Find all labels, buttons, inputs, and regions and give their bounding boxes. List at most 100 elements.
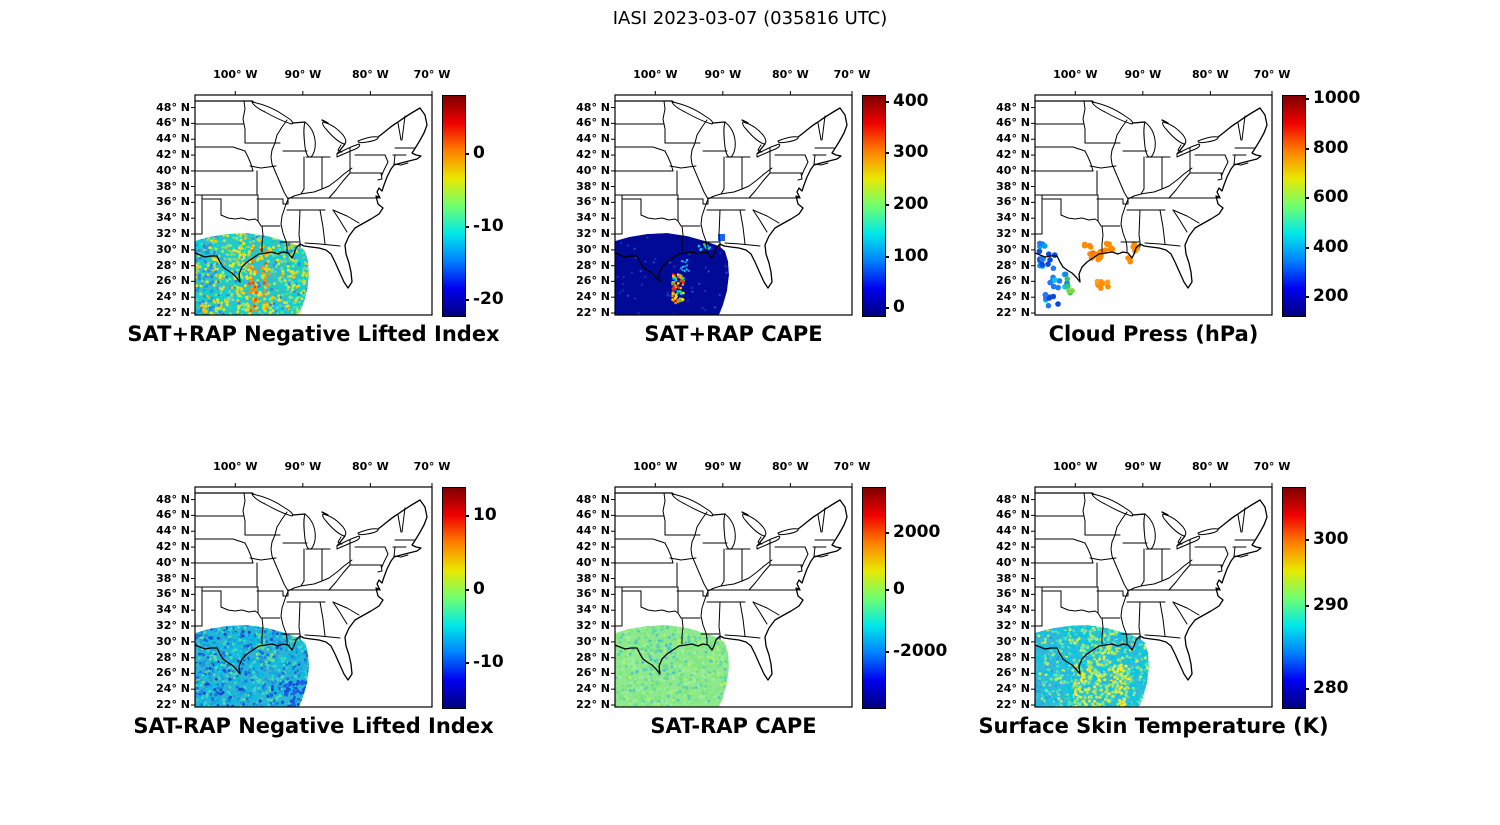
- colorbar-tick-label: -2000: [893, 641, 948, 661]
- lat-tick-label: 24° N: [996, 290, 1030, 304]
- lat-tick-label: 36° N: [576, 195, 610, 209]
- panel-sat-minus-rap-negative-lifted-index: 100° W 90° W 80° W 70° W 48° N 46° N 44° N 42° …: [133, 452, 620, 792]
- colorbar-tick: [1305, 604, 1309, 607]
- lat-tick-label: 32° N: [996, 227, 1030, 241]
- lat-tick-label: 34° N: [576, 603, 610, 617]
- colorbar-sat-plus-rap-negative-lifted-index: [442, 95, 466, 317]
- lat-tick-label: 48° N: [576, 100, 610, 114]
- colorbar-tick-label: 0: [473, 143, 485, 164]
- lon-tick-label: 80° W: [351, 68, 389, 81]
- lon-tick-label: 80° W: [1191, 460, 1229, 473]
- lat-tick-label: 22° N: [156, 306, 190, 320]
- lon-tick-label: 90° W: [1124, 460, 1162, 473]
- lon-tick-label: 90° W: [1124, 68, 1162, 81]
- map-axes-sat-minus-rap-cape: [611, 483, 853, 708]
- lat-tick-label: 28° N: [996, 650, 1030, 664]
- colorbar-sat-minus-rap-cape: [862, 487, 886, 709]
- colorbar-tick: [885, 532, 889, 535]
- lat-tick-label: 38° N: [996, 571, 1030, 585]
- panel-cloud-press: 100° W 90° W 80° W 70° W 48° N 46° N 44° N 42° …: [990, 60, 1460, 400]
- lat-tick-label: 42° N: [996, 148, 1030, 162]
- lat-tick-label: 46° N: [156, 116, 190, 130]
- panel-caption-sat-minus-rap-cape: SAT-RAP CAPE: [650, 714, 817, 738]
- lat-tick-label: 28° N: [996, 258, 1030, 272]
- colorbar-tick: [885, 100, 889, 103]
- lat-tick-label: 46° N: [996, 508, 1030, 522]
- lon-tick-label: 100° W: [633, 68, 678, 81]
- colorbar-tick: [1305, 538, 1309, 541]
- lat-tick-label: 24° N: [156, 290, 190, 304]
- lat-tick-label: 40° N: [996, 163, 1030, 177]
- lat-tick-label: 40° N: [156, 163, 190, 177]
- lat-tick-label: 26° N: [996, 274, 1030, 288]
- lat-tick-label: 26° N: [156, 274, 190, 288]
- lon-tick-label: 70° W: [833, 68, 871, 81]
- lat-tick-label: 44° N: [996, 132, 1030, 146]
- lon-tick-label: 70° W: [413, 460, 451, 473]
- map-axes-sat-plus-rap-negative-lifted-index: [191, 91, 433, 316]
- figure-title: IASI 2023-03-07 (035816 UTC): [612, 8, 888, 29]
- lon-tick-label: 90° W: [704, 460, 742, 473]
- colorbar-tick: [1305, 147, 1309, 150]
- colorbar-tick-label: 400: [1313, 236, 1349, 257]
- lat-tick-label: 30° N: [996, 634, 1030, 648]
- lat-tick-label: 44° N: [576, 524, 610, 538]
- lat-tick-label: 24° N: [576, 290, 610, 304]
- lat-tick-label: 48° N: [156, 100, 190, 114]
- panel-caption-cloud-press: Cloud Press (hPa): [1048, 322, 1259, 346]
- colorbar-tick: [465, 589, 469, 592]
- colorbar-tick: [1305, 296, 1309, 299]
- panel-sat-minus-rap-cape: 100° W 90° W 80° W 70° W 48° N 46° N 44° N 42° …: [570, 452, 1040, 792]
- lat-tick-label: 22° N: [156, 698, 190, 712]
- lon-tick-label: 90° W: [284, 68, 322, 81]
- colorbar-tick-label: -20: [473, 288, 504, 309]
- colorbar-tick-label: 100: [893, 245, 929, 266]
- lat-tick-label: 24° N: [996, 682, 1030, 696]
- lon-tick-label: 100° W: [1053, 460, 1098, 473]
- panel-caption-surface-skin-temperature: Surface Skin Temperature (K): [978, 714, 1329, 738]
- lon-tick-label: 100° W: [213, 68, 258, 81]
- lat-tick-label: 42° N: [576, 540, 610, 554]
- lat-tick-label: 30° N: [156, 242, 190, 256]
- lat-tick-label: 48° N: [576, 492, 610, 506]
- colorbar-tick: [885, 255, 889, 258]
- colorbar-tick-label: 300: [893, 142, 929, 163]
- colorbar-tick-label: 10: [473, 504, 497, 525]
- panel-surface-skin-temperature: 100° W 90° W 80° W 70° W 48° N 46° N 44° N 42° …: [978, 452, 1460, 792]
- lat-tick-label: 46° N: [576, 116, 610, 130]
- panel-caption-sat-plus-rap-negative-lifted-index: SAT+RAP Negative Lifted Index: [127, 322, 500, 346]
- colorbar-tick: [1305, 688, 1309, 691]
- lat-tick-label: 30° N: [156, 634, 190, 648]
- panel-sat-plus-rap-negative-lifted-index: 100° W 90° W 80° W 70° W 48° N 46° N 44° N 42° …: [127, 60, 620, 400]
- colorbar-tick: [465, 298, 469, 301]
- colorbar-tick: [465, 514, 469, 517]
- lon-tick-label: 80° W: [771, 460, 809, 473]
- lon-tick-label: 80° W: [351, 460, 389, 473]
- lon-tick-label: 90° W: [284, 460, 322, 473]
- colorbar-tick: [1305, 98, 1309, 101]
- colorbar-tick: [1305, 246, 1309, 249]
- lat-tick-label: 22° N: [996, 306, 1030, 320]
- map-axes-surface-skin-temperature: [1031, 483, 1273, 708]
- lat-tick-label: 36° N: [156, 195, 190, 209]
- map-axes-sat-minus-rap-negative-lifted-index: [191, 483, 433, 708]
- lat-tick-label: 28° N: [156, 650, 190, 664]
- colorbar-tick-label: 400: [893, 90, 929, 111]
- lat-tick-label: 26° N: [576, 666, 610, 680]
- lat-tick-label: 46° N: [576, 508, 610, 522]
- lat-tick-label: 30° N: [576, 634, 610, 648]
- lon-tick-label: 80° W: [1191, 68, 1229, 81]
- lat-tick-label: 44° N: [156, 132, 190, 146]
- colorbar-tick-label: 0: [893, 297, 905, 318]
- lon-tick-label: 100° W: [213, 460, 258, 473]
- colorbar-tick-label: -10: [473, 216, 504, 236]
- lat-tick-label: 34° N: [996, 603, 1030, 617]
- lat-tick-label: 34° N: [156, 211, 190, 225]
- colorbar-tick-label: 280: [1313, 678, 1349, 699]
- lat-tick-label: 36° N: [996, 587, 1030, 601]
- lat-tick-label: 46° N: [156, 508, 190, 522]
- lat-tick-label: 36° N: [576, 587, 610, 601]
- colorbar-tick-label: 200: [893, 194, 929, 214]
- lat-tick-label: 28° N: [156, 258, 190, 272]
- lat-tick-label: 22° N: [576, 698, 610, 712]
